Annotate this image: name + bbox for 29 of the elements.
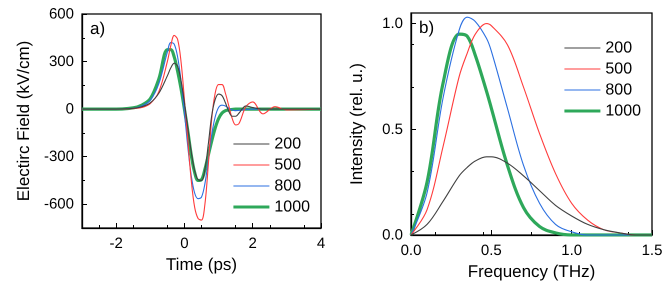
y-axis-title: Intensity (rel. u.) [347, 63, 366, 185]
y-tick-label: 600 [48, 6, 74, 22]
x-tick-label: 2 [248, 235, 257, 252]
x-tick-label: 1.0 [561, 242, 582, 259]
x-tick-label: 4 [316, 235, 326, 252]
y-tick-label: 1.0 [382, 15, 403, 32]
legend-label: 800 [605, 82, 632, 98]
x-tick-label: 0.5 [480, 242, 502, 259]
legend-label: 500 [274, 156, 302, 174]
legend-label: 800 [274, 178, 302, 194]
y-tick-label: -300 [44, 148, 74, 166]
annotation: b) [419, 18, 434, 37]
legend-label: 200 [605, 40, 632, 56]
y-tick-label: 0.5 [382, 120, 403, 138]
legend-label: 200 [274, 136, 302, 152]
x-axis-title: Time (ps) [166, 255, 238, 274]
x-tick-label: 0.0 [400, 242, 422, 259]
x-tick-label: 0 [180, 235, 189, 252]
y-axis-title: Electirc Field (kV/cm) [14, 40, 33, 202]
y-tick-label: 0 [66, 100, 74, 118]
legend-label: 1000 [274, 198, 310, 216]
legend-label: 500 [605, 60, 632, 78]
annotation: a) [90, 19, 106, 38]
x-axis-title: Frequency (THz) [468, 262, 596, 281]
x-tick-label: 1.5 [642, 242, 662, 259]
x-tick-label: -2 [109, 235, 123, 252]
y-tick-label: 300 [48, 53, 74, 70]
y-tick-label: -600 [44, 196, 74, 213]
legend-label: 1000 [605, 102, 642, 120]
